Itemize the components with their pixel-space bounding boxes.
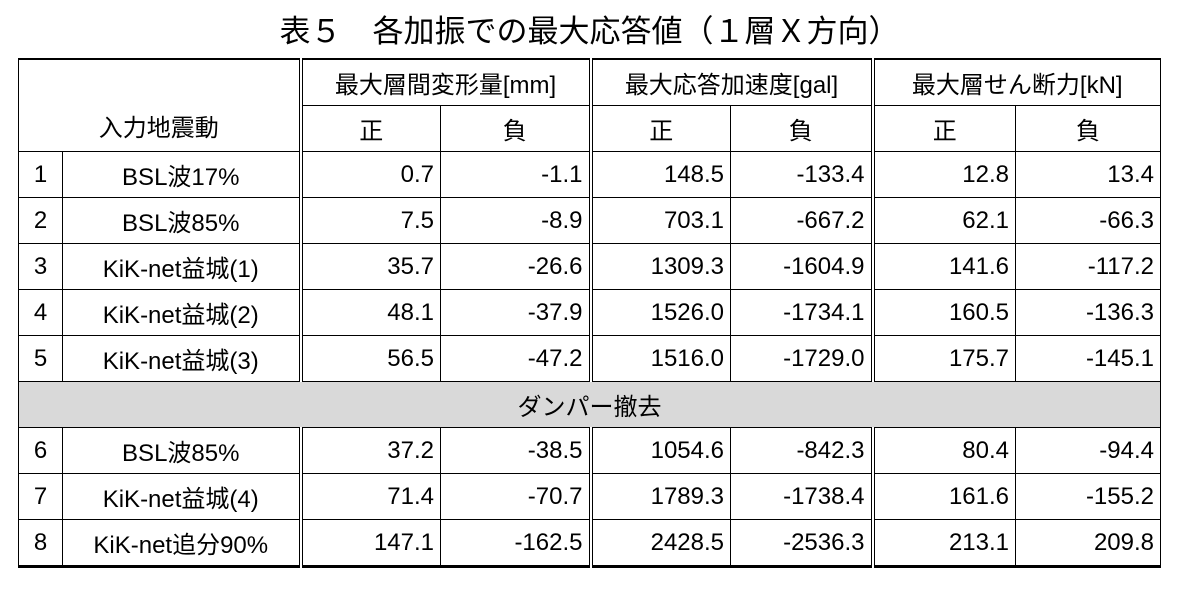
value-cell: -117.2 bbox=[1015, 243, 1161, 290]
value-cell: -38.5 bbox=[440, 427, 591, 474]
value-cell: 209.8 bbox=[1015, 519, 1161, 568]
data-row: 6 BSL波85% 37.2 -38.5 1054.6 -842.3 80.4 -94.4 bbox=[18, 427, 1161, 474]
value-cell: 175.7 bbox=[870, 335, 1016, 382]
value-cell: 0.7 bbox=[298, 151, 441, 198]
table-title: 表５ 各加振での最大応答値（１層Ｘ方向） bbox=[279, 14, 900, 49]
value-cell: 13.4 bbox=[1015, 151, 1161, 198]
value-cell: -842.3 bbox=[730, 427, 873, 474]
input-motion: KiK-net益城(4) bbox=[62, 473, 301, 520]
value-cell: 7.5 bbox=[298, 197, 441, 244]
value-cell: 161.6 bbox=[870, 473, 1016, 520]
value-cell: -47.2 bbox=[440, 335, 591, 382]
value-cell: 80.4 bbox=[870, 427, 1016, 474]
group-header: 最大層間変形量[mm] bbox=[298, 58, 591, 106]
input-motion: BSL波85% bbox=[62, 427, 301, 474]
value-cell: 2428.5 bbox=[588, 519, 731, 568]
value-cell: 141.6 bbox=[870, 243, 1016, 290]
data-row: 5 KiK-net益城(3) 56.5 -47.2 1516.0 -1729.0 175.7… bbox=[18, 335, 1161, 382]
data-row: 3 KiK-net益城(1) 35.7 -26.6 1309.3 -1604.9 141.6… bbox=[18, 243, 1161, 290]
value-cell: -37.9 bbox=[440, 289, 591, 336]
input-motion: BSL波85% bbox=[62, 197, 301, 244]
input-motion: KiK-net益城(3) bbox=[62, 335, 301, 382]
value-cell: -145.1 bbox=[1015, 335, 1161, 382]
subheader: 正 bbox=[870, 105, 1016, 152]
value-cell: -1604.9 bbox=[730, 243, 873, 290]
row-number: 7 bbox=[18, 473, 63, 520]
value-cell: -1.1 bbox=[440, 151, 591, 198]
value-cell: -1738.4 bbox=[730, 473, 873, 520]
value-cell: 1054.6 bbox=[588, 427, 731, 474]
row-number: 8 bbox=[18, 519, 63, 568]
value-cell: -136.3 bbox=[1015, 289, 1161, 336]
group-header: 最大層せん断力[kN] bbox=[870, 58, 1161, 106]
subheader: 正 bbox=[588, 105, 731, 152]
row-number: 1 bbox=[18, 151, 63, 198]
data-row: 1 BSL波17% 0.7 -1.1 148.5 -133.4 12.8 13.4 bbox=[18, 151, 1161, 198]
value-cell: 62.1 bbox=[870, 197, 1016, 244]
corner-header: 入力地震動 bbox=[18, 58, 301, 152]
value-cell: 35.7 bbox=[298, 243, 441, 290]
value-cell: 1516.0 bbox=[588, 335, 731, 382]
value-cell: 1526.0 bbox=[588, 289, 731, 336]
value-cell: 1789.3 bbox=[588, 473, 731, 520]
value-cell: -155.2 bbox=[1015, 473, 1161, 520]
subheader: 負 bbox=[440, 105, 591, 152]
value-cell: 147.1 bbox=[298, 519, 441, 568]
row-number: 6 bbox=[18, 427, 63, 474]
section-row: ダンパー撤去 bbox=[18, 381, 1161, 428]
value-cell: 48.1 bbox=[298, 289, 441, 336]
value-cell: -1729.0 bbox=[730, 335, 873, 382]
value-cell: 56.5 bbox=[298, 335, 441, 382]
value-cell: 160.5 bbox=[870, 289, 1016, 336]
value-cell: 1309.3 bbox=[588, 243, 731, 290]
value-cell: 703.1 bbox=[588, 197, 731, 244]
data-row: 8 KiK-net追分90% 147.1 -162.5 2428.5 -2536.3 213… bbox=[18, 519, 1161, 568]
value-cell: 213.1 bbox=[870, 519, 1016, 568]
value-cell: -162.5 bbox=[440, 519, 591, 568]
value-cell: 148.5 bbox=[588, 151, 731, 198]
value-cell: -8.9 bbox=[440, 197, 591, 244]
subheader: 負 bbox=[1015, 105, 1161, 152]
row-number: 2 bbox=[18, 197, 63, 244]
data-row: 4 KiK-net益城(2) 48.1 -37.9 1526.0 -1734.1 160.5… bbox=[18, 289, 1161, 336]
value-cell: -133.4 bbox=[730, 151, 873, 198]
row-number: 4 bbox=[18, 289, 63, 336]
header-row: 入力地震動 最大層間変形量[mm] 最大応答加速度[gal] 最大層せん断力[k… bbox=[18, 58, 1161, 152]
subheader: 負 bbox=[730, 105, 873, 152]
value-cell: -94.4 bbox=[1015, 427, 1161, 474]
data-row: 7 KiK-net益城(4) 71.4 -70.7 1789.3 -1738.4 161.6… bbox=[18, 473, 1161, 520]
input-motion: BSL波17% bbox=[62, 151, 301, 198]
value-cell: -26.6 bbox=[440, 243, 591, 290]
table-body: 入力地震動 最大層間変形量[mm] 最大応答加速度[gal] 最大層せん断力[k… bbox=[18, 58, 1161, 568]
value-cell: 37.2 bbox=[298, 427, 441, 474]
value-cell: -66.3 bbox=[1015, 197, 1161, 244]
value-cell: -70.7 bbox=[440, 473, 591, 520]
data-row: 2 BSL波85% 7.5 -8.9 703.1 -667.2 62.1 -66.3 bbox=[18, 197, 1161, 244]
subheader: 正 bbox=[298, 105, 441, 152]
input-motion: KiK-net益城(1) bbox=[62, 243, 301, 290]
value-cell: -2536.3 bbox=[730, 519, 873, 568]
row-number: 5 bbox=[18, 335, 63, 382]
value-cell: -1734.1 bbox=[730, 289, 873, 336]
value-cell: -667.2 bbox=[730, 197, 873, 244]
row-number: 3 bbox=[18, 243, 63, 290]
value-cell: 71.4 bbox=[298, 473, 441, 520]
results-table: 入力地震動 最大層間変形量[mm] 最大応答加速度[gal] 最大層せん断力[k… bbox=[18, 58, 1161, 568]
input-motion: KiK-net追分90% bbox=[62, 519, 301, 568]
group-header: 最大応答加速度[gal] bbox=[588, 58, 873, 106]
input-motion: KiK-net益城(2) bbox=[62, 289, 301, 336]
value-cell: 12.8 bbox=[870, 151, 1016, 198]
section-label: ダンパー撤去 bbox=[18, 381, 1161, 428]
